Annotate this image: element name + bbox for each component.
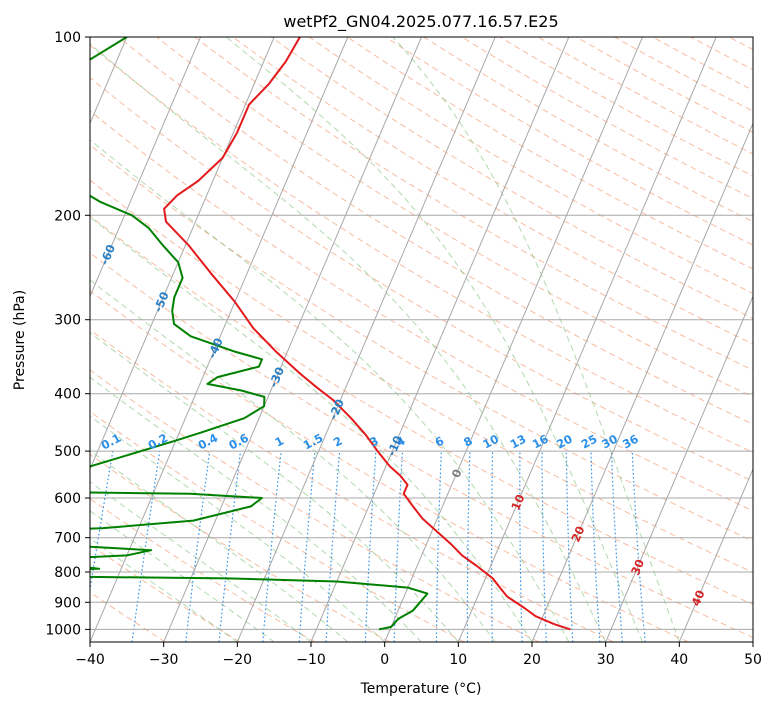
mixing-ratio-line <box>298 451 316 642</box>
y-tick-label: 1000 <box>45 622 81 638</box>
moist-adiabat <box>90 139 570 642</box>
plot-frame <box>89 36 754 643</box>
dry-adiabat <box>90 329 614 642</box>
isotherm-label: 10 <box>508 492 527 512</box>
x-tick-label: 20 <box>523 652 541 668</box>
moist-adiabat <box>90 216 533 642</box>
mixing-ratio-label: 36 <box>620 432 641 452</box>
dry-adiabat <box>90 498 315 642</box>
moist-adiabat <box>90 43 607 642</box>
moist-adiabat <box>90 415 386 642</box>
y-tick-label: 700 <box>54 531 81 547</box>
dry-adiabat <box>90 410 465 642</box>
x-tick-label: −10 <box>296 652 326 668</box>
isotherm-line <box>236 37 496 642</box>
isotherm-line <box>678 467 753 642</box>
mixing-ratio-line <box>218 451 242 642</box>
dry-adiabat <box>194 37 753 371</box>
mixing-ratio-label: 16 <box>530 432 551 452</box>
y-tick-label: 400 <box>54 387 81 403</box>
y-axis-label: Pressure (hPa) <box>12 290 28 390</box>
isotherm-line <box>90 37 349 642</box>
isotherm-label: 40 <box>689 588 708 608</box>
x-tick-label: 40 <box>670 652 688 668</box>
x-tick-label: 50 <box>744 652 762 668</box>
dry-adiabat <box>118 37 753 425</box>
mixing-ratio-line <box>631 451 646 642</box>
mixing-ratio-label: 10 <box>480 432 501 452</box>
mixing-ratio-label: 13 <box>508 432 529 452</box>
temperature-line <box>163 37 571 631</box>
x-tick-label: −40 <box>75 652 105 668</box>
mixing-ratio-label: 20 <box>554 432 575 452</box>
chart-title: wetPf2_GN04.2025.077.16.57.E25 <box>283 12 558 32</box>
moist-adiabat <box>392 37 680 642</box>
isotherm-line <box>163 37 422 642</box>
x-tick-label: 30 <box>597 652 615 668</box>
dry-adiabats <box>90 37 753 642</box>
y-tick-label: 800 <box>54 565 81 581</box>
moist-adiabat <box>90 537 238 642</box>
dry-adiabat <box>232 37 753 345</box>
x-tick-label: −20 <box>223 652 253 668</box>
isotherm-line <box>531 122 753 642</box>
mixing-ratio-label: 25 <box>579 432 600 452</box>
x-tick-label: 0 <box>380 652 389 668</box>
isotherm-line <box>457 37 717 642</box>
dry-adiabat <box>90 252 753 639</box>
isotherm-line <box>90 37 275 471</box>
isobars <box>90 37 753 630</box>
moist-adiabat <box>90 481 312 642</box>
isotherm-line <box>605 295 753 642</box>
moist-adiabat <box>225 37 643 642</box>
x-tick-label: 10 <box>449 652 467 668</box>
isotherms <box>90 37 753 642</box>
y-tick-label: 300 <box>54 313 81 329</box>
x-axis-label: Temperature (°C) <box>360 681 482 697</box>
moist-adiabat <box>90 279 496 642</box>
mixing-ratio-label: 30 <box>599 432 620 452</box>
isotherm-label: 20 <box>568 524 587 544</box>
dewpoint-line <box>90 37 429 631</box>
isotherm-line <box>310 37 570 642</box>
isotherm-label: 30 <box>628 557 647 577</box>
isotherm-line <box>384 37 643 642</box>
moist-adiabat <box>90 510 275 642</box>
y-tick-label: 900 <box>54 595 81 611</box>
y-tick-label: 100 <box>54 30 81 46</box>
y-tick-label: 500 <box>54 444 81 460</box>
x-axis-ticks: −40 −30 −20 −10 0 10 20 30 40 50 <box>75 642 762 668</box>
dry-adiabat <box>90 44 753 453</box>
dry-adiabat <box>156 37 753 398</box>
dry-adiabat <box>90 215 753 606</box>
dry-adiabat <box>90 290 689 642</box>
moist-adiabat <box>90 331 459 642</box>
y-tick-label: 600 <box>54 491 81 507</box>
isotherm-line <box>90 37 201 298</box>
y-axis-ticks: 1000 900 800 700 600 500 400 300 200 100 <box>45 30 90 638</box>
profile-series <box>90 37 571 631</box>
moist-adiabats <box>90 37 680 642</box>
x-tick-label: −30 <box>149 652 179 668</box>
mixing-ratio-line <box>262 451 282 642</box>
dry-adiabat <box>90 369 540 642</box>
y-tick-label: 200 <box>54 208 81 224</box>
